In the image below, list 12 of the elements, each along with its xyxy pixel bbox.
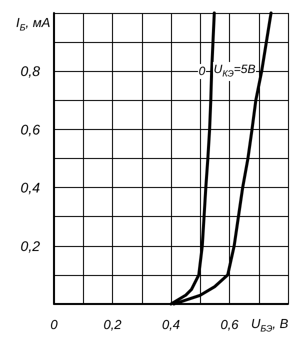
x-tick-label: 0,4 xyxy=(162,317,180,332)
y-tick-label: 0,2 xyxy=(20,238,40,254)
x-tick-label: 0,2 xyxy=(103,317,122,332)
x-axis-title: U$_{БЭ}$, В xyxy=(251,316,288,336)
y-tick-label: 0,8 xyxy=(20,63,40,80)
x-tick-label: 0,6 xyxy=(220,317,240,332)
series-label: 0 xyxy=(198,64,206,79)
x-tick-label: 0 xyxy=(50,317,58,332)
series-label: U$_{КЭ}$=5В xyxy=(212,62,256,82)
y-axis-title: I$_{Б}$, мА xyxy=(16,15,50,35)
y-tick-label: 0,6 xyxy=(20,121,40,138)
y-tick-label: 0,4 xyxy=(20,180,40,196)
